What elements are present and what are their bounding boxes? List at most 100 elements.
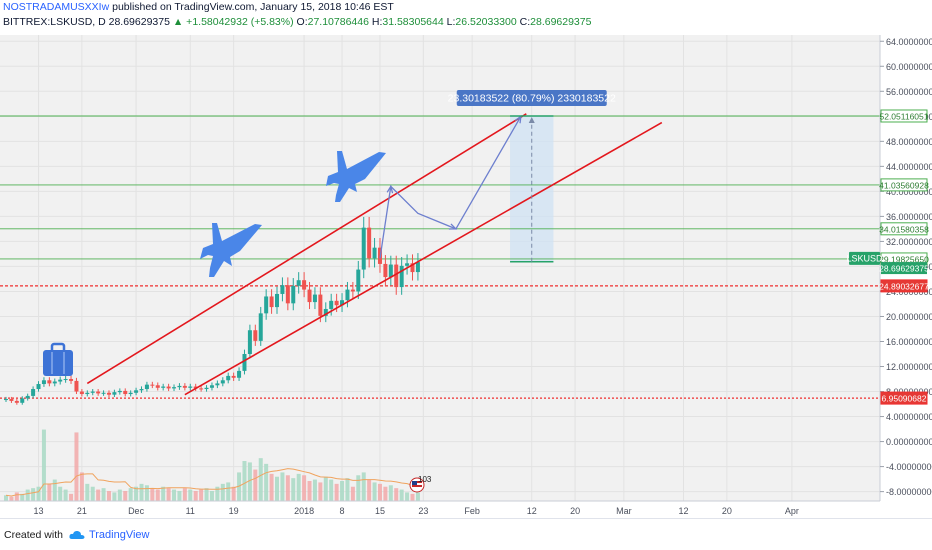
- channel-lines[interactable]: [86, 113, 663, 396]
- volume-ma-line: [5, 468, 419, 497]
- annotation-badge-count: 103: [418, 475, 432, 484]
- candles: [4, 216, 420, 405]
- candle-body: [144, 384, 149, 390]
- price-tick-label: 0.00000000: [886, 437, 932, 447]
- time-axis[interactable]: 13 21 Dec 11 19 2018 8 15 23 Feb 12 20 Mar 12 20 Apr: [0, 500, 880, 516]
- volume-bar: [36, 486, 41, 501]
- level-tag-bg: [880, 109, 928, 123]
- candle-body: [96, 391, 101, 394]
- chart-header: NOSTRADAMUSXXIw published on TradingView…: [3, 0, 591, 34]
- volume-bar: [204, 488, 209, 501]
- candle-body: [112, 392, 117, 395]
- candle-body: [182, 385, 187, 388]
- candle-body: [79, 391, 84, 395]
- level-tag-label: 41.03560928: [879, 180, 929, 190]
- briefcase-icon: [43, 342, 73, 376]
- projection-polyline: [379, 115, 522, 259]
- high-label: H:: [371, 16, 383, 28]
- time-tick-label: 20: [570, 506, 580, 516]
- volume-bar: [52, 479, 57, 501]
- candle-body: [166, 386, 171, 389]
- volume-bar: [377, 483, 382, 501]
- measure-tool: 23.30183522 (80.79%) 2330183522: [448, 90, 616, 263]
- candle-body: [399, 265, 404, 288]
- volume-bar: [361, 472, 366, 501]
- volume-bar: [106, 491, 111, 501]
- candle-body: [405, 263, 410, 266]
- volume-bar: [209, 491, 214, 501]
- tradingview-logo[interactable]: TradingView: [69, 529, 150, 541]
- volume-bar: [285, 475, 290, 501]
- volume-bar: [302, 475, 307, 501]
- volume-bar: [410, 493, 415, 501]
- candle-body: [101, 392, 106, 394]
- volume-bar: [47, 483, 52, 501]
- channel-line: [184, 121, 663, 396]
- fighter-jet-icon: [326, 151, 386, 202]
- time-tick-label: Apr: [785, 506, 799, 516]
- volume-bar: [128, 488, 133, 501]
- volume-bar: [4, 495, 8, 501]
- publish-info: NOSTRADAMUSXXIw published on TradingView…: [3, 0, 591, 15]
- volume-bar: [9, 496, 14, 501]
- candle-body: [329, 300, 334, 309]
- volume-bar: [253, 469, 258, 501]
- measure-label-box: [456, 90, 607, 107]
- level-tag-bg: [880, 279, 928, 293]
- channel-line: [86, 113, 527, 385]
- volume-bar: [394, 488, 399, 501]
- volume-bar: [334, 483, 339, 501]
- last-price: 28.69629375: [108, 16, 170, 28]
- volume-bar: [318, 482, 323, 501]
- candle-body: [350, 289, 355, 292]
- volume-bar: [356, 475, 361, 501]
- volume-bar: [231, 486, 236, 501]
- volume-bar: [199, 489, 204, 501]
- candle-body: [285, 285, 290, 304]
- candle-body: [134, 390, 139, 393]
- symbol-tag-label: LSKUSD: [846, 253, 883, 263]
- candle-body: [90, 391, 95, 393]
- author-link[interactable]: NOSTRADAMUSXXIw: [3, 1, 110, 13]
- candle-body: [372, 247, 377, 259]
- close-value: 28.69629375: [530, 16, 592, 28]
- candle-body: [161, 386, 166, 388]
- high-value: 31.58305644: [382, 16, 444, 28]
- candle-body: [415, 262, 420, 273]
- candle-body: [25, 395, 30, 399]
- volume-bar: [220, 483, 225, 501]
- volume-bar: [275, 476, 279, 501]
- flag-badge-icon[interactable]: 103: [409, 475, 432, 493]
- time-tick-label: Mar: [616, 506, 632, 516]
- candle-body: [275, 293, 279, 308]
- time-tick-label: 21: [77, 506, 87, 516]
- candle-body: [356, 269, 361, 292]
- volume-bar: [215, 486, 220, 501]
- symbol-label[interactable]: BITTREX:LSKUSD, D: [3, 16, 106, 28]
- candle-body: [172, 387, 177, 389]
- candle-body: [340, 300, 345, 306]
- open-label: O:: [296, 16, 308, 28]
- symbol-tag: LSKUSD: [846, 251, 883, 265]
- volume-bar: [144, 485, 149, 501]
- volume-bar: [161, 486, 166, 501]
- candle-body: [280, 285, 285, 294]
- price-tags: 52.05116051 41.03560928 34.01580358 29.1982…: [879, 109, 929, 405]
- level-tag-label: 6.95090682: [882, 394, 927, 404]
- volume-bar: [372, 482, 377, 501]
- level-tag-bg: [880, 178, 928, 192]
- candle-body: [312, 294, 317, 303]
- volume-bar: [226, 482, 231, 501]
- candle-body: [247, 330, 252, 355]
- candle-body: [150, 384, 155, 386]
- volume-bar: [307, 481, 312, 501]
- volume-bar: [150, 488, 155, 501]
- candle-body: [31, 389, 36, 396]
- volume-bar: [280, 472, 285, 501]
- candle-body: [302, 280, 307, 290]
- candle-body: [117, 390, 122, 393]
- price-tick-label: 48.00000000: [886, 137, 932, 147]
- price-chart[interactable]: 23.30183522 (80.79%) 2330183522 103 64.0…: [0, 0, 932, 518]
- candle-body: [361, 227, 366, 270]
- volume-bar: [123, 491, 128, 501]
